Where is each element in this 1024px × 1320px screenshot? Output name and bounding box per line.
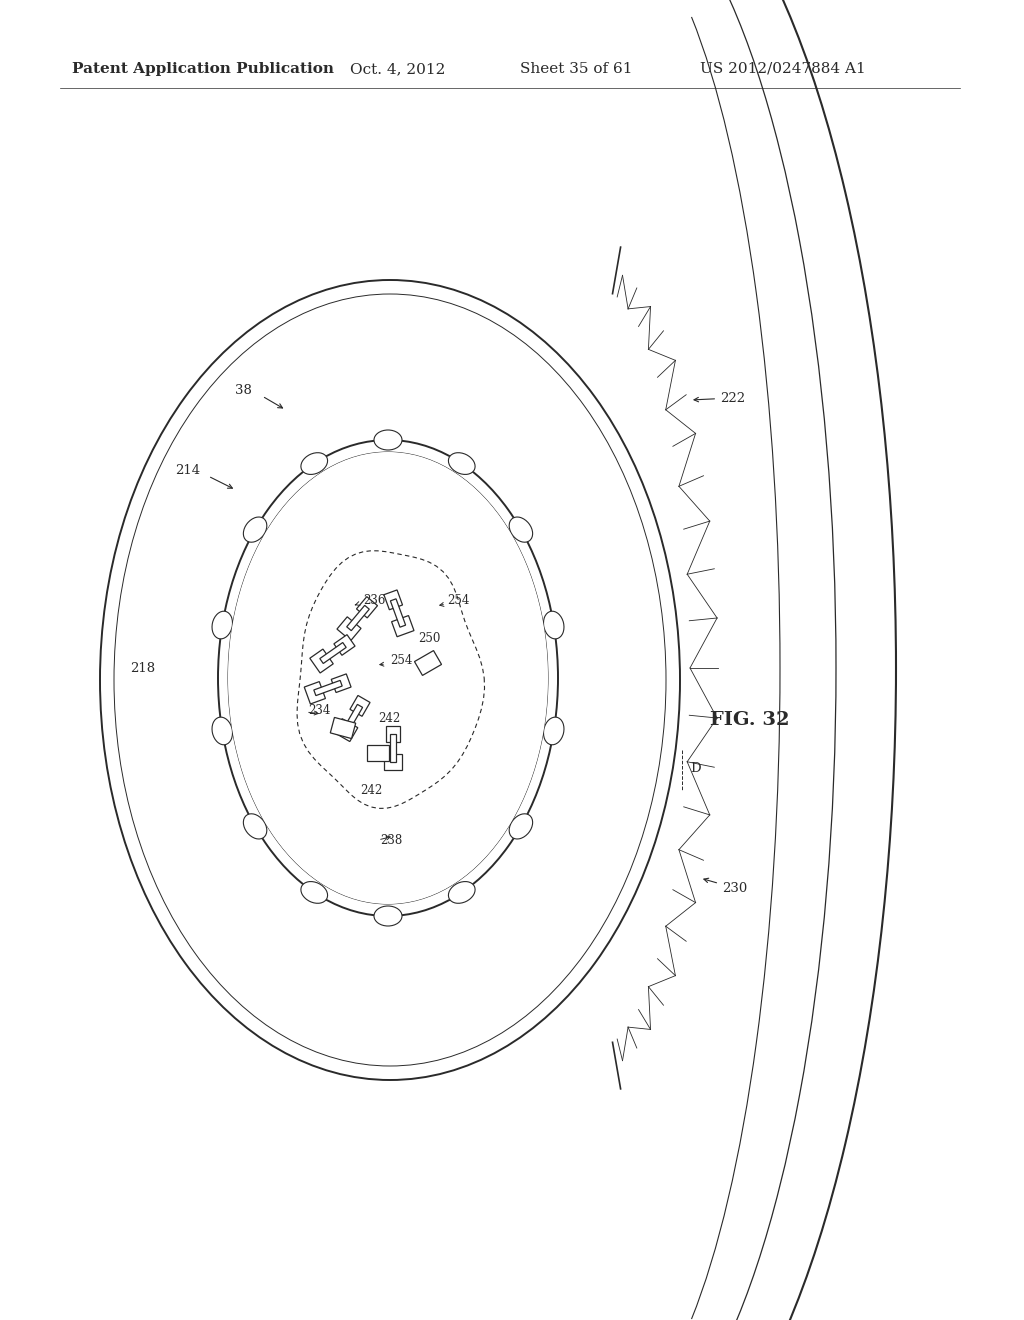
Text: 242: 242 [360,784,382,796]
Polygon shape [356,597,378,618]
Text: Oct. 4, 2012: Oct. 4, 2012 [350,62,445,77]
Text: D: D [690,762,700,775]
Polygon shape [313,680,342,696]
Polygon shape [415,651,441,676]
Polygon shape [367,744,389,762]
Text: 38: 38 [236,384,252,396]
Polygon shape [334,635,355,655]
Text: 254: 254 [390,653,413,667]
Text: 222: 222 [694,392,745,404]
Text: 234: 234 [308,704,331,717]
Polygon shape [390,734,396,762]
Text: 250: 250 [418,631,440,644]
Ellipse shape [449,453,475,474]
Polygon shape [337,616,361,640]
Polygon shape [331,718,355,739]
Polygon shape [310,649,333,673]
Polygon shape [384,754,402,770]
Ellipse shape [301,882,328,903]
Polygon shape [343,705,362,731]
Polygon shape [384,590,402,610]
Ellipse shape [301,453,328,474]
Ellipse shape [244,517,267,543]
Text: US 2012/0247884 A1: US 2012/0247884 A1 [700,62,865,77]
Text: 238: 238 [380,833,402,846]
Polygon shape [304,681,326,704]
Text: Sheet 35 of 61: Sheet 35 of 61 [520,62,633,77]
Polygon shape [350,696,370,717]
Ellipse shape [212,611,232,639]
Ellipse shape [509,517,532,543]
Text: 236: 236 [362,594,385,606]
Ellipse shape [544,611,564,639]
Text: 242: 242 [378,711,400,725]
Ellipse shape [374,430,402,450]
Ellipse shape [228,451,548,904]
Ellipse shape [244,814,267,840]
Polygon shape [319,643,346,664]
Ellipse shape [218,440,558,916]
Text: 214: 214 [175,463,200,477]
Polygon shape [391,615,414,636]
Ellipse shape [509,814,532,840]
Text: Patent Application Publication: Patent Application Publication [72,62,334,77]
Polygon shape [390,599,406,627]
Polygon shape [334,718,357,742]
Polygon shape [386,726,400,742]
Polygon shape [347,606,370,631]
Ellipse shape [374,906,402,927]
Text: 218: 218 [130,661,155,675]
Ellipse shape [212,717,232,744]
Text: 230: 230 [703,878,748,895]
Polygon shape [331,675,351,693]
Text: FIG. 32: FIG. 32 [710,711,790,729]
Text: 254: 254 [447,594,469,606]
Ellipse shape [449,882,475,903]
Ellipse shape [100,280,680,1080]
Ellipse shape [544,717,564,744]
